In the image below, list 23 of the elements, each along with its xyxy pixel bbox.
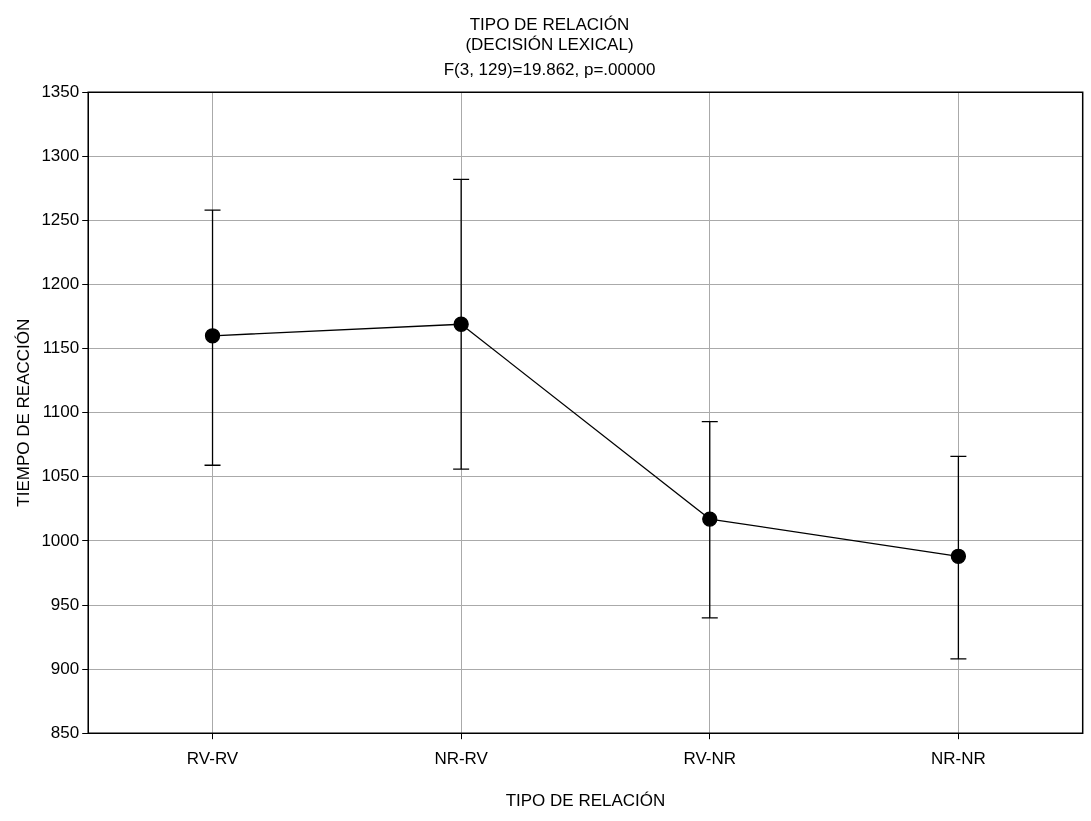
y-tick-label: 1300 [41,145,80,165]
y-tick-label: 1250 [41,210,80,230]
y-tick-label: 1050 [41,466,80,486]
y-tick-label: 900 [50,658,80,678]
chart-title: TIPO DE RELACIÓN [469,14,630,34]
x-tick-label: NR-RV [434,749,489,769]
point [950,548,967,564]
y-tick-label: 850 [50,722,80,742]
point [204,328,221,344]
x-axis-title: TIPO DE RELACIÓN [505,791,666,811]
x-tick-label: RV-NR [683,749,737,769]
y-tick-label: 1000 [41,530,80,550]
y-axis-title: TIEMPO DE REACCIÓN [13,318,33,507]
y-tick-label: 1200 [41,274,80,294]
chart-subtitle: (DECISIÓN LEXICAL) [465,35,634,55]
y-tick-label: 1100 [42,402,80,422]
y-tick-label: 1350 [41,81,80,101]
point [702,511,718,527]
y-tick-label: 950 [50,594,80,614]
x-tick-label: RV-RV [186,749,239,769]
y-tick-label: 1150 [42,338,80,358]
x-tick-label: NR-NR [931,749,986,769]
text: F(3, 129)=19.862, p=.00000 [443,59,656,79]
